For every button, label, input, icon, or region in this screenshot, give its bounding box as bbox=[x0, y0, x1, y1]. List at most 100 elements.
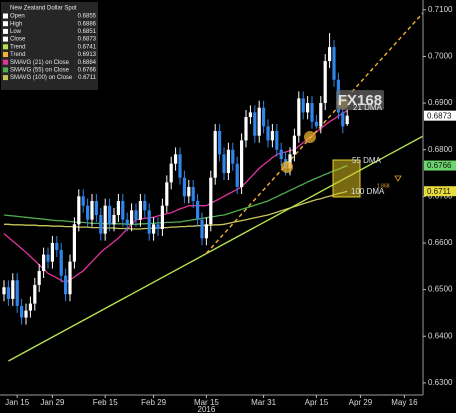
candle-body bbox=[244, 117, 248, 141]
candle-body bbox=[68, 261, 72, 295]
candle-body bbox=[116, 200, 120, 215]
candle-body bbox=[191, 187, 195, 201]
legend-box bbox=[1, 2, 98, 90]
candle-body bbox=[152, 224, 156, 234]
trendline bbox=[205, 12, 424, 254]
legend: New Zealand Dollar Spot Open 0.6855 High 0.… bbox=[1, 2, 98, 90]
legend-label: Close bbox=[10, 37, 26, 43]
candle-body bbox=[165, 182, 169, 206]
annotation: 1.868 bbox=[377, 183, 390, 189]
legend-value: 0.6711 bbox=[78, 75, 97, 81]
candle-body bbox=[218, 131, 222, 155]
candle-body bbox=[130, 210, 134, 225]
candle-body bbox=[182, 177, 186, 197]
legend-value: 0.6873 bbox=[78, 37, 97, 43]
candle-body bbox=[292, 135, 296, 155]
candle-body bbox=[204, 224, 208, 239]
price-tag bbox=[424, 110, 456, 121]
candle-body bbox=[270, 131, 274, 141]
candle-body bbox=[33, 284, 37, 304]
candle-body bbox=[169, 163, 173, 183]
candle-body bbox=[2, 287, 6, 295]
y-tick-label: 0.6800 bbox=[428, 145, 453, 154]
candle-body bbox=[262, 107, 266, 127]
candle-body bbox=[28, 303, 32, 311]
candle-body bbox=[341, 112, 345, 127]
candle-body bbox=[196, 200, 200, 220]
plot-area bbox=[2, 12, 424, 362]
legend-swatch bbox=[3, 21, 8, 27]
candle-body bbox=[147, 210, 151, 234]
candle-body bbox=[86, 205, 90, 220]
candle-body bbox=[226, 149, 230, 174]
candle-body bbox=[209, 177, 213, 225]
candle-body bbox=[222, 154, 226, 174]
candle-body bbox=[37, 270, 41, 285]
candle-body bbox=[345, 115, 349, 125]
candle-body bbox=[332, 47, 336, 80]
legend-value: 0.6886 bbox=[78, 21, 97, 27]
candle-body bbox=[6, 287, 10, 299]
legend-value: 0.6741 bbox=[78, 44, 97, 50]
watermark-box bbox=[336, 90, 384, 110]
candle-body bbox=[59, 249, 63, 276]
x-tick-label: May 16 bbox=[391, 398, 418, 407]
candle-body bbox=[112, 214, 116, 225]
legend-swatch bbox=[3, 59, 8, 65]
candle-body bbox=[328, 47, 332, 62]
candle-body bbox=[178, 154, 182, 178]
candle-body bbox=[94, 200, 98, 215]
candle-body bbox=[108, 205, 112, 225]
candle-body bbox=[90, 200, 94, 220]
candle-body bbox=[64, 275, 68, 295]
annotation: 55 DMA bbox=[352, 156, 382, 165]
legend-value: 0.6851 bbox=[78, 29, 97, 35]
legend-label: Trend bbox=[10, 52, 25, 58]
candle-body bbox=[288, 154, 292, 169]
candle-body bbox=[310, 103, 314, 122]
candle-body bbox=[319, 103, 323, 127]
candle-body bbox=[200, 219, 204, 239]
candle-body bbox=[20, 305, 24, 318]
x-sublabel: 2016 bbox=[198, 405, 216, 413]
candle-body bbox=[213, 131, 217, 178]
x-tick-label: Jan 29 bbox=[40, 398, 65, 407]
candle-body bbox=[46, 254, 50, 262]
legend-value: 0.6766 bbox=[78, 67, 97, 73]
legend-swatch bbox=[3, 44, 8, 50]
candle-body bbox=[297, 98, 301, 136]
legend-label: High bbox=[10, 21, 22, 27]
candle-body bbox=[125, 219, 129, 225]
candle-body bbox=[156, 224, 160, 229]
candle-body bbox=[50, 242, 54, 262]
y-tick-label: 0.6400 bbox=[428, 331, 453, 340]
legend-swatch bbox=[3, 67, 8, 73]
candle-body bbox=[235, 163, 239, 188]
legend-label: SMAVG (55) on Close bbox=[10, 67, 70, 73]
watermark: FX168 bbox=[338, 92, 382, 109]
legend-swatch bbox=[3, 28, 8, 34]
legend-title: New Zealand Dollar Spot bbox=[10, 6, 77, 12]
candle-body bbox=[240, 140, 244, 188]
candle-body bbox=[11, 280, 15, 299]
candle-body bbox=[174, 154, 178, 164]
x-tick-label: Apr 29 bbox=[349, 398, 373, 407]
candle-body bbox=[138, 200, 142, 220]
annotation: 100 DMA bbox=[351, 187, 385, 196]
x-tick-label: Feb 29 bbox=[141, 398, 166, 407]
candle-body bbox=[231, 149, 235, 164]
annotation: 21 DMA bbox=[353, 103, 383, 112]
candle-body bbox=[279, 149, 283, 160]
candle-body bbox=[301, 98, 305, 113]
y-tick-label: 0.7100 bbox=[428, 5, 453, 14]
highlight-box bbox=[332, 159, 361, 198]
candle-body bbox=[143, 200, 147, 211]
candle-body bbox=[134, 210, 138, 220]
legend-value: 0.6913 bbox=[78, 52, 97, 58]
candle-body bbox=[15, 280, 19, 306]
legend-swatch bbox=[3, 75, 8, 81]
candle-body bbox=[72, 224, 76, 262]
legend-swatch bbox=[3, 13, 8, 19]
